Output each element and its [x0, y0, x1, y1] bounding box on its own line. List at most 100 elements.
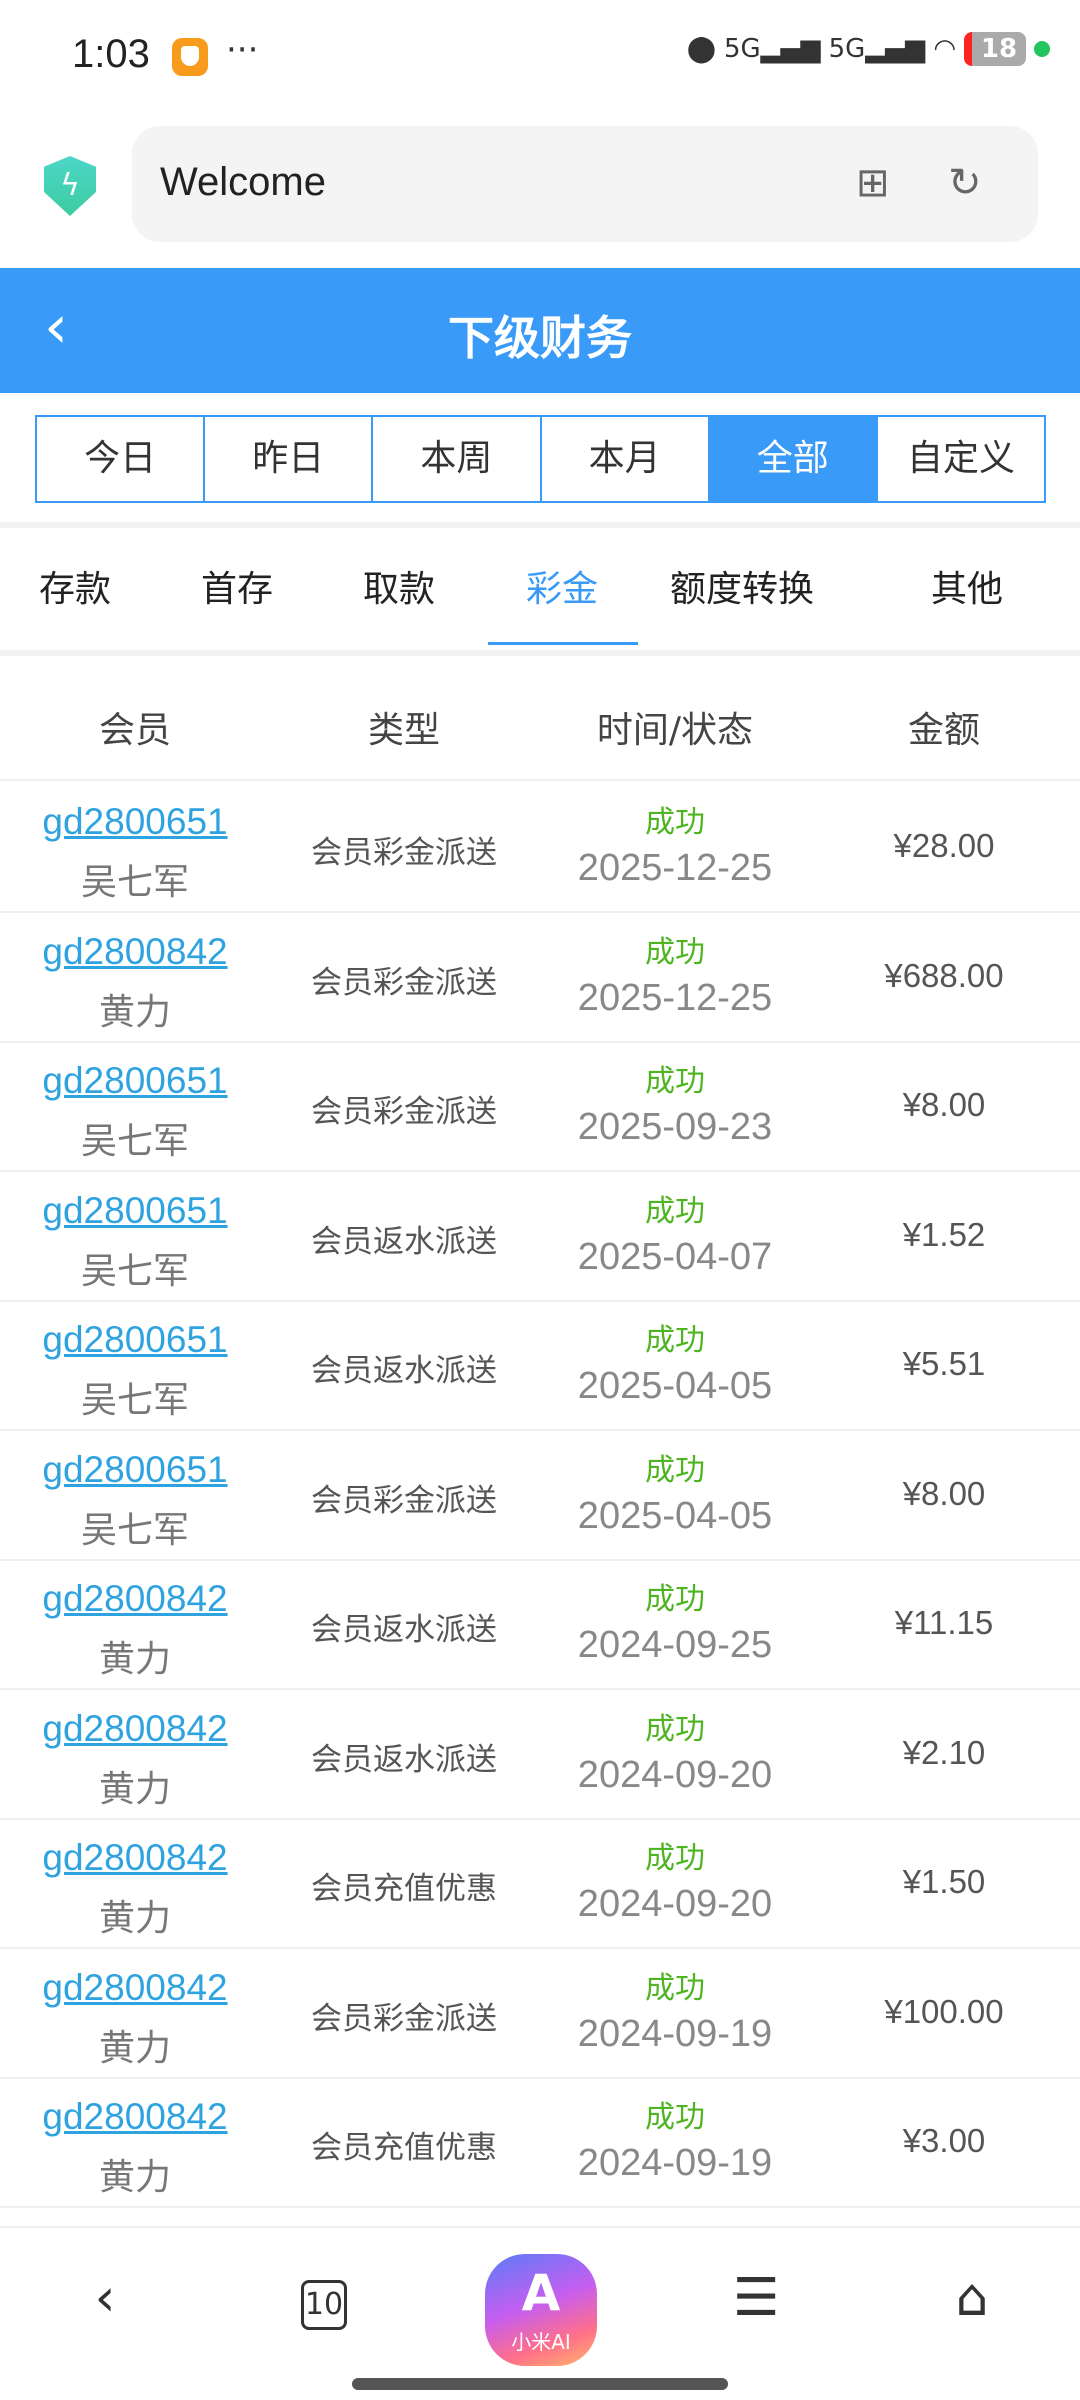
- amount: ¥1.52: [902, 1215, 986, 1253]
- transaction-date: 2025-04-07: [577, 1235, 773, 1278]
- menu-icon[interactable]: ☰: [732, 2268, 780, 2328]
- member-id-link[interactable]: gd2800842: [42, 930, 228, 972]
- browser-bottom-nav: ‹ 10 A 小米AI ☰ ⌂: [0, 2226, 1080, 2400]
- transaction-type: 会员彩金派送: [311, 1094, 497, 1130]
- member-id-link[interactable]: gd2800651: [42, 1189, 228, 1231]
- amount: ¥1.50: [902, 1863, 986, 1900]
- home-icon[interactable]: ⌂: [955, 2268, 989, 2328]
- member-id-link[interactable]: gd2800842: [42, 1707, 228, 1749]
- member-name: 黄力: [98, 991, 172, 1033]
- member-name: 黄力: [98, 1639, 172, 1680]
- security-shield-icon[interactable]: ϟ: [44, 156, 96, 216]
- amount: ¥2.10: [902, 1733, 986, 1771]
- amount: ¥100.00: [884, 1992, 1004, 2030]
- address-bar[interactable]: Welcome ⊞ ↻: [132, 126, 1038, 242]
- member-id-link[interactable]: gd2800651: [42, 1319, 228, 1360]
- transaction-date: 2025-12-25: [577, 847, 773, 889]
- transaction-date: 2025-09-23: [577, 1106, 773, 1148]
- status-text: 成功: [645, 1452, 705, 1488]
- table-row: gd2800842 黄力 会员彩金派送 成功 2025-12-25 ¥688.00: [0, 913, 1080, 1043]
- member-name: 黄力: [98, 2027, 172, 2069]
- amount: ¥8.00: [902, 1474, 986, 1512]
- member-id-link[interactable]: gd2800842: [42, 2096, 228, 2137]
- filter-month[interactable]: 本月: [542, 417, 710, 501]
- col-member: 会员: [98, 710, 172, 751]
- member-name: 黄力: [98, 1898, 172, 1939]
- status-text: 成功: [645, 1970, 705, 2006]
- member-id-link[interactable]: gd2800651: [42, 801, 228, 842]
- member-id-link[interactable]: gd2800842: [42, 1966, 228, 2008]
- transaction-type: 会员返水派送: [311, 1223, 497, 1260]
- bookmark-add-icon[interactable]: ⊞: [856, 160, 890, 206]
- table-row: gd2800651 吴七军 会员返水派送 成功 2025-04-07 ¥1.52: [0, 1172, 1080, 1302]
- tab-transfer[interactable]: 额度转换: [669, 569, 815, 610]
- table-row: gd2800651 吴七军 会员彩金派送 成功 2025-09-23 ¥8.00: [0, 1042, 1080, 1172]
- location-icon: ⬤: [686, 34, 716, 64]
- transaction-date: 2024-09-19: [577, 2012, 773, 2055]
- amount: ¥5.51: [902, 1345, 986, 1382]
- status-text: 成功: [645, 1193, 705, 1229]
- xiaomi-ai-button[interactable]: A 小米AI: [485, 2254, 597, 2366]
- status-bar: 1:03 ··· ⬤ 5G▂▄▆ 5G▂▄▆ ◠ 18: [0, 0, 1080, 110]
- filter-custom[interactable]: 自定义: [906, 438, 1015, 479]
- member-id-link[interactable]: gd2800651: [42, 1060, 228, 1101]
- col-amount: 金额: [907, 710, 981, 751]
- status-text: 成功: [645, 1064, 705, 1099]
- transaction-date: 2025-04-05: [577, 1365, 773, 1407]
- divider: [0, 522, 1080, 528]
- gesture-bar[interactable]: [352, 2378, 728, 2390]
- transaction-type: 会员返水派送: [311, 1741, 497, 1778]
- transaction-type: 会员彩金派送: [311, 964, 497, 1001]
- filter-yesterday[interactable]: 昨日: [205, 417, 374, 501]
- filter-today[interactable]: 今日: [37, 417, 206, 501]
- tabs-icon[interactable]: 10: [301, 2280, 347, 2330]
- table-row: gd2800651 吴七军 会员彩金派送 成功 2025-12-25 ¥28.00: [0, 783, 1080, 913]
- wifi-icon: ◠: [933, 34, 956, 64]
- tab-bonus[interactable]: 彩金: [525, 569, 599, 610]
- member-id-link[interactable]: gd2800842: [42, 1837, 228, 1878]
- tab-deposit[interactable]: 存款: [38, 569, 112, 610]
- amount: ¥688.00: [884, 956, 1004, 994]
- ai-label: 小米AI: [511, 2330, 571, 2354]
- transaction-type: 会员返水派送: [311, 1612, 497, 1648]
- table-row: gd2800842 黄力 会员返水派送 成功 2024-09-25 ¥11.15: [0, 1560, 1080, 1690]
- filter-all[interactable]: 全部: [709, 417, 878, 501]
- tab-withdraw[interactable]: 取款: [362, 569, 436, 610]
- ai-logo-icon: A: [521, 2264, 561, 2322]
- col-type: 类型: [367, 710, 441, 751]
- status-text: 成功: [645, 805, 705, 840]
- transaction-date: 2025-04-05: [577, 1494, 773, 1537]
- table-row: gd2800842 黄力 会员充值优惠 成功 2024-09-19 ¥3.00: [0, 2078, 1080, 2208]
- tab-other[interactable]: 其他: [930, 569, 1004, 610]
- date-filter: 今日 昨日 本周 本月 全部 自定义: [35, 415, 1046, 503]
- transaction-type: 会员充值优惠: [311, 1871, 497, 1907]
- refresh-icon[interactable]: ↻: [948, 160, 982, 206]
- tab-count: 10: [301, 2280, 347, 2330]
- member-id-link[interactable]: gd2800651: [42, 1448, 228, 1490]
- battery-icon: 18: [964, 32, 1026, 66]
- page-title: Welcome: [160, 160, 326, 204]
- active-tab-indicator: [488, 642, 638, 645]
- back-icon[interactable]: ‹: [44, 292, 68, 362]
- status-text: 成功: [645, 2100, 705, 2135]
- transaction-type: 会员充值优惠: [311, 2130, 497, 2166]
- transaction-date: 2024-09-20: [577, 1883, 773, 1925]
- status-text: 成功: [645, 1323, 705, 1358]
- signal-5g-icon: 5G▂▄▆: [723, 34, 821, 64]
- status-text: 成功: [645, 1582, 705, 1617]
- transaction-type: 会员返水派送: [311, 1353, 497, 1389]
- tab-first-deposit[interactable]: 首存: [200, 569, 274, 610]
- page-header: ‹ 下级财务: [0, 268, 1080, 393]
- table-header: 会员 类型 时间/状态 金额: [0, 661, 1080, 781]
- amount: ¥11.15: [894, 1604, 994, 1641]
- table-row: gd2800651 吴七军 会员彩金派送 成功 2025-04-05 ¥8.00: [0, 1431, 1080, 1561]
- member-id-link[interactable]: gd2800842: [42, 1578, 228, 1619]
- amount: ¥3.00: [902, 2122, 986, 2159]
- member-name: 吴七军: [80, 1509, 190, 1551]
- table-row: gd2800842 黄力 会员充值优惠 成功 2024-09-20 ¥1.50: [0, 1819, 1080, 1949]
- filter-week[interactable]: 本周: [373, 417, 542, 501]
- back-nav-icon[interactable]: ‹: [94, 2268, 116, 2328]
- status-text: 成功: [645, 1711, 705, 1747]
- table-row: gd2800651 吴七军 会员返水派送 成功 2025-04-05 ¥5.51: [0, 1301, 1080, 1431]
- table-row: gd2800842 黄力 会员彩金派送 成功 2024-09-19 ¥100.00: [0, 1949, 1080, 2079]
